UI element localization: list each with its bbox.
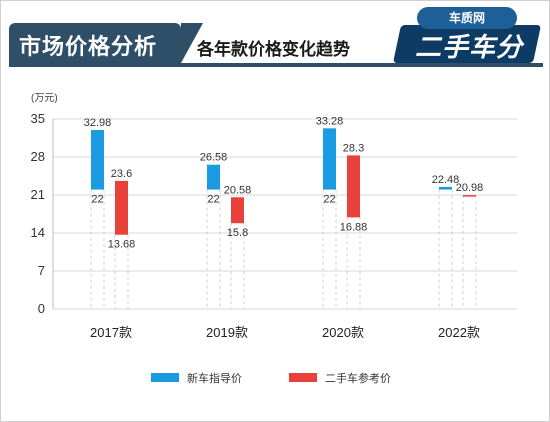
data-label-low: 16.88 [340,221,368,233]
data-label-high: 28.3 [343,142,364,154]
y-tick-label: 0 [38,301,45,316]
data-label-low: 15.8 [227,227,248,239]
data-label-low: 13.68 [108,239,136,251]
title-tab [9,23,203,63]
y-unit-label: (万元) [31,93,58,104]
data-label-high: 20.98 [456,182,484,194]
data-label-high: 32.98 [84,117,112,129]
data-label-low: 22 [207,194,219,206]
range-bar [347,155,360,218]
range-bar [115,180,128,235]
data-label-high: 26.58 [200,152,228,164]
legend-swatch [289,373,317,382]
x-tick-label: 2020款 [322,325,364,340]
legend-label: 新车指导价 [187,371,242,385]
range-bar [463,195,476,197]
legend-label: 二手车参考价 [325,371,391,385]
data-label-low: 22 [91,194,103,206]
y-tick-label: 14 [31,225,45,240]
brand-logo: 车质网 二手车分析 [392,7,542,99]
chart-subtitle: 各年款价格变化趋势 [197,40,350,59]
x-tick-label: 2019款 [206,325,248,340]
y-tick-label: 35 [31,111,45,126]
logo-text: 二手车分析 [414,32,523,99]
legend-swatch [151,373,179,382]
range-bar [439,186,452,190]
range-bar [323,128,336,190]
y-tick-label: 28 [31,149,45,164]
range-bar [207,164,220,190]
data-label-high: 20.58 [224,184,252,196]
x-tick-label: 2022款 [438,325,480,340]
range-bar [91,129,104,190]
data-label-high: 33.28 [316,115,344,127]
y-tick-label: 7 [38,263,45,278]
range-bar [231,197,244,224]
data-label-low: 22 [323,194,335,206]
x-tick-label: 2017款 [90,325,132,340]
y-tick-label: 21 [31,187,45,202]
data-label-high: 22.48 [432,174,460,186]
header-divider [9,63,543,67]
logo-badge: 车质网 [417,7,517,29]
data-label-high: 23.6 [111,168,132,180]
header: 市场价格分析 各年款价格变化趋势 车质网 二手车分析 [1,1,549,99]
page-title: 市场价格分析 [19,34,158,59]
